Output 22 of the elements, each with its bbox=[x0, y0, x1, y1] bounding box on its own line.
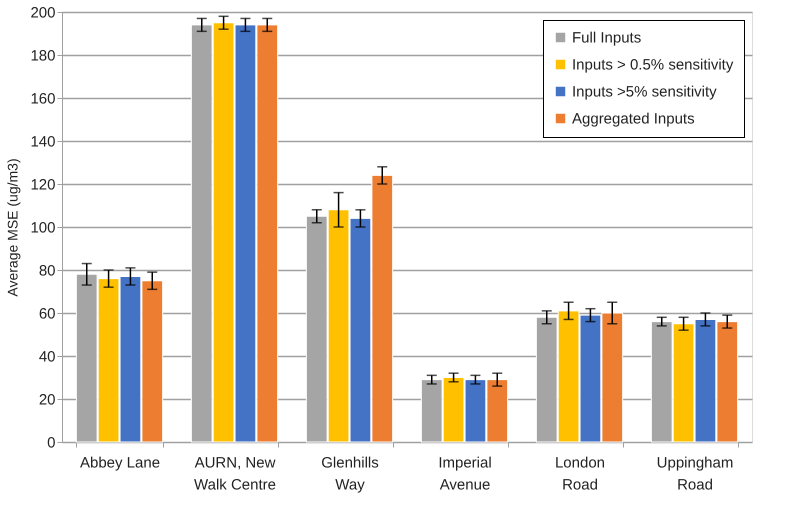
y-tick-label: 20 bbox=[38, 392, 56, 408]
y-tick-label: 160 bbox=[30, 90, 56, 108]
x-tick-label: AURN, New Walk Centre bbox=[194, 454, 276, 494]
y-tick-label: 100 bbox=[30, 220, 56, 236]
y-tick-label: 80 bbox=[38, 262, 56, 280]
x-tick-label: Uppingham Road bbox=[656, 454, 734, 494]
y-tick-label: 200 bbox=[30, 4, 56, 22]
x-tick-label: Abbey Lane bbox=[80, 454, 160, 472]
y-tick-label: 0 bbox=[47, 434, 56, 452]
y-tick-label: 60 bbox=[38, 306, 56, 322]
x-tick-label: London Road bbox=[554, 454, 606, 494]
legend-label: Inputs > 0.5% sensitivity bbox=[572, 56, 734, 74]
y-axis-title: Average MSE (ug/m3) bbox=[4, 158, 20, 297]
legend-label: Full Inputs bbox=[572, 30, 642, 46]
y-tick-label: 180 bbox=[30, 48, 56, 64]
x-tick-label: Glenhills Way bbox=[321, 454, 379, 494]
x-tick-label: Imperial Avenue bbox=[438, 454, 492, 494]
legend-label: Aggregated Inputs bbox=[572, 110, 695, 128]
legend-label: Inputs >5% sensitivity bbox=[572, 84, 718, 100]
y-tick-label: 40 bbox=[38, 348, 56, 366]
y-tick-label: 120 bbox=[30, 176, 56, 194]
y-tick-label: 140 bbox=[30, 134, 56, 150]
